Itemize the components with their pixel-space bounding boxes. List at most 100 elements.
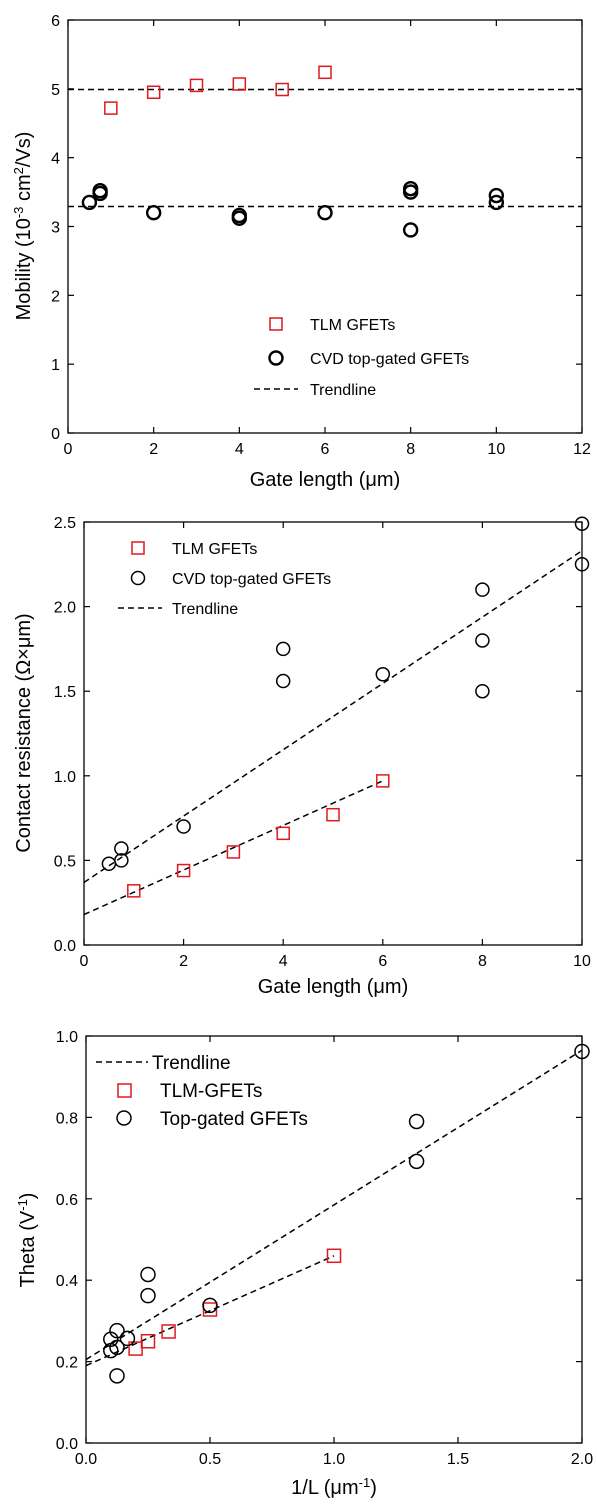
- point-tlm: [276, 826, 290, 841]
- point-topgated: [275, 641, 291, 657]
- x-ticks: 0 2 4 6 8 10 12: [64, 20, 591, 458]
- legend-label-tlm: TLM GFETs: [310, 317, 395, 334]
- point-topgated: [114, 853, 129, 868]
- point-topgated: [475, 582, 490, 597]
- point-topgated: [475, 633, 490, 648]
- x-tick-label: 6: [321, 441, 330, 458]
- trendlines: [85, 1049, 583, 1367]
- trendlines: [83, 550, 583, 916]
- plot-frame: [83, 521, 583, 946]
- x-ticks: 0 2 4 6 8 10: [80, 522, 591, 970]
- y-tick-label: 2.5: [54, 515, 76, 532]
- point-tlm: [176, 863, 191, 878]
- x-tick-label: 0.5: [199, 1451, 221, 1468]
- legend-label-trend: Trendline: [172, 601, 238, 618]
- x-tick-label: 1.5: [447, 1451, 469, 1468]
- point-topgated: [231, 207, 248, 224]
- point-topgated: [375, 667, 391, 682]
- point-topgated: [402, 222, 419, 238]
- y-tick-label: 4: [51, 151, 60, 168]
- plot-frame: [67, 19, 583, 434]
- y-ticks: 0 1 2 3 4 5 6: [51, 13, 582, 443]
- point-topgated: [317, 205, 333, 221]
- point-topgated: [176, 819, 191, 834]
- point-tlm: [189, 78, 204, 93]
- x-tick-label: 4: [279, 953, 288, 970]
- y-tick-label: 1.0: [54, 769, 76, 786]
- y-tick-label: 2.0: [54, 600, 76, 617]
- legend-marker-cvd: [268, 350, 284, 366]
- legend-label-tlm: TLM-GFETs: [160, 1081, 262, 1102]
- x-tick-label: 1.0: [323, 1451, 345, 1468]
- y-tick-label: 0.4: [56, 1273, 78, 1290]
- legend-marker-tlm: [269, 317, 283, 331]
- legend-label-cvd: CVD top-gated GFETs: [172, 571, 331, 588]
- point-tlm: [161, 1324, 176, 1339]
- x-tick-label: 6: [378, 953, 387, 970]
- point-topgated: [109, 1339, 125, 1356]
- y-tick-label: 6: [51, 13, 60, 30]
- point-tlm: [326, 807, 340, 822]
- legend-marker-tlm: [131, 541, 145, 555]
- point-topgated: [140, 1287, 156, 1304]
- point-tlm: [376, 774, 390, 788]
- point-tlm: [326, 1248, 342, 1264]
- legend-label-trend: Trendline: [152, 1053, 231, 1074]
- point-tlm: [140, 1334, 156, 1349]
- theta-chart: 0.0 0.5 1.0 1.5 2.0 0.0 0.2 0.4 0.6 0.8 1.0 1/L (…: [15, 1029, 593, 1499]
- x-tick-label: 2: [149, 441, 158, 458]
- legend-label-tlm: TLM GFETs: [172, 541, 257, 558]
- data-points: [101, 516, 590, 898]
- point-topgated: [109, 1322, 125, 1339]
- point-tlm: [146, 85, 161, 100]
- point-topgated: [475, 683, 490, 699]
- y-tick-label: 1: [51, 357, 60, 374]
- point-topgated: [145, 205, 162, 221]
- point-tlm: [232, 77, 247, 91]
- contact-resistance-chart: 0 2 4 6 8 10 0.0 0.5 1.0 1.5 2.0 2.5 Gate length (…: [13, 515, 591, 998]
- point-topgated: [81, 194, 98, 211]
- x-ticks: 0.0 0.5 1.0 1.5 2.0: [75, 1036, 593, 1468]
- y-tick-label: 1.5: [54, 684, 76, 701]
- x-tick-label: 0: [80, 953, 89, 970]
- point-tlm: [226, 845, 241, 859]
- legend: TLM GFETs CVD top-gated GFETs Trendline: [254, 317, 469, 399]
- point-topgated: [402, 180, 419, 197]
- point-tlm: [318, 65, 332, 80]
- data-points: [103, 1043, 590, 1384]
- point-topgated: [574, 516, 590, 531]
- legend: TLM GFETs CVD top-gated GFETs Trendline: [118, 541, 331, 618]
- point-topgated: [408, 1153, 425, 1170]
- legend-marker-tlm: [117, 1083, 132, 1098]
- trendlines: [68, 88, 582, 208]
- point-topgated: [92, 183, 108, 199]
- legend-marker-cvd: [130, 570, 146, 586]
- legend: Trendline TLM-GFETs Top-gated GFETs: [96, 1053, 308, 1130]
- point-topgated: [408, 1113, 425, 1130]
- point-tlm: [127, 884, 141, 898]
- point-topgated: [574, 1043, 590, 1060]
- point-tlm: [104, 101, 118, 115]
- y-tick-label: 0.8: [56, 1110, 78, 1127]
- y-axis-title: Mobility (10-3 cm2/Vs): [11, 132, 35, 321]
- x-tick-label: 4: [235, 441, 244, 458]
- x-tick-label: 8: [478, 953, 487, 970]
- data-points: [81, 65, 505, 238]
- y-ticks: 0.0 0.2 0.4 0.6 0.8 1.0: [56, 1029, 582, 1453]
- x-axis-title: Gate length (μm): [250, 469, 400, 491]
- x-tick-label: 10: [487, 441, 505, 458]
- point-tlm: [275, 82, 289, 97]
- trendline-1: [83, 780, 384, 916]
- y-tick-label: 0: [51, 426, 60, 443]
- point-topgated: [114, 841, 129, 856]
- x-tick-label: 8: [406, 441, 415, 458]
- x-tick-label: 2: [179, 953, 188, 970]
- y-tick-label: 5: [51, 82, 60, 99]
- y-tick-label: 0.0: [54, 938, 76, 955]
- trendline-0: [83, 550, 583, 884]
- y-axis-title: Theta (V-1): [15, 1193, 39, 1288]
- point-topgated: [275, 673, 291, 689]
- trendline-1: [85, 1255, 335, 1367]
